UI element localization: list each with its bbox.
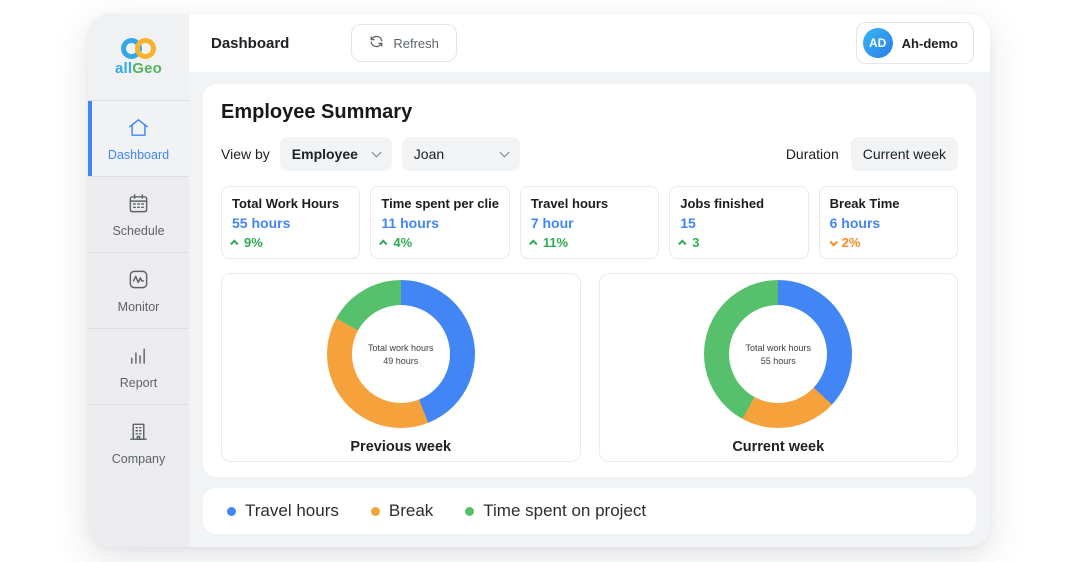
stat-value: 55 hours [232,215,291,231]
sidebar-item-label: Monitor [117,299,160,314]
dashboard-body: Employee Summary View by Employee Joan D… [189,72,990,547]
user-menu[interactable]: AD Ah-demo [855,22,974,64]
legend-label: Break [388,501,434,520]
logo: allGeo [88,14,189,100]
refresh-icon [369,34,384,52]
stat-value: 6 hours [829,215,881,231]
stat-delta: 11% [528,235,648,250]
sidebar-item-monitor[interactable]: Monitor [88,252,189,328]
avatar: AD [862,28,893,58]
legend-item-time-spent-on-project: Time spent on project [465,501,646,521]
legend-dot-orange [370,506,380,516]
chart-caption: Current week [732,439,825,455]
previous-week-chart-card: Total work hours 49 hours Previous week [221,273,581,462]
donut-center-label: Total work hours [745,342,812,353]
section-title: Employee Summary [221,101,413,123]
sidebar-item-company[interactable]: Company [88,404,189,480]
stat-card-travel-hours: Travel hours 7 hour 11% [519,186,660,259]
stat-card-total-work-hours: Total Work Hours 55 hours 9% [221,186,361,259]
sidebar-item-dashboard[interactable]: Dashboard [88,100,189,176]
stat-delta: 9% [230,235,349,250]
legend-label: Time spent on project [483,501,647,520]
employee-value: Joan [413,146,445,162]
chevron-down-icon [371,147,382,157]
previous-week-donut-chart: Total work hours 49 hours [326,280,475,428]
stat-card-break-time: Break Time 6 hours 2% [818,186,959,259]
app-window: allGeo Dashboard Schedule Monitor Report [88,14,990,547]
sidebar-item-label: Dashboard [107,147,170,162]
stat-delta: 2% [829,235,947,250]
trend-down-icon [829,237,838,247]
sidebar-item-label: Schedule [112,223,165,238]
legend-item-break: Break [370,501,434,521]
sidebar-filler [88,480,189,547]
legend-label: Travel hours [245,501,339,520]
calendar-icon [127,192,150,218]
stat-title: Break Time [829,196,900,211]
content-area: Dashboard Refresh AD Ah-demo Employee Su… [189,14,990,547]
stat-title: Travel hours [530,196,609,211]
sidebar: allGeo Dashboard Schedule Monitor Report [88,14,189,547]
legend-dot-blue [227,506,236,516]
sidebar-item-label: Company [111,451,166,466]
donut-center-value: 49 hours [383,355,419,366]
donut-center-label: Total work hours [367,342,434,353]
stat-title: Time spent per client [381,196,499,211]
trend-up-icon [528,238,538,248]
legend-item-travel-hours: Travel hours [227,501,339,521]
top-header: Dashboard Refresh AD Ah-demo [189,14,990,72]
employee-select[interactable]: Joan [401,137,520,171]
chart-legend: Travel hours Break Time spent on project [203,488,976,534]
trend-up-icon [379,238,388,248]
sidebar-item-report[interactable]: Report [88,328,189,404]
duration-select[interactable]: Current week [850,137,958,171]
sidebar-item-schedule[interactable]: Schedule [88,176,189,252]
filter-row: View by Employee Joan Duration Current w… [221,137,958,171]
view-by-select[interactable]: Employee [279,137,392,171]
duration-label: Duration [785,146,839,162]
current-week-chart-card: Total work hours 55 hours Current week [598,273,958,462]
allgeo-logo-icon [121,37,156,59]
stats-row: Total Work Hours 55 hours 9% Time spent … [221,186,959,259]
pulse-monitor-icon [127,268,150,294]
user-name: Ah-demo [901,35,958,51]
view-by-value: Employee [291,146,358,162]
stat-card-jobs-finished: Jobs finished 15 3 [669,186,809,259]
home-icon [127,116,150,142]
stat-delta: 3 [678,235,797,250]
refresh-label: Refresh [393,35,439,51]
bar-chart-icon [127,344,150,370]
legend-dot-green [465,506,475,516]
stat-title: Jobs finished [680,196,765,211]
trend-up-icon [678,238,687,248]
employee-summary-card: Employee Summary View by Employee Joan D… [203,84,976,477]
donut-center-value: 55 hours [760,355,796,366]
current-week-donut-chart: Total work hours 55 hours [704,280,853,428]
charts-row: Total work hours 49 hours Previous week … [221,273,958,462]
logo-text: allGeo [114,59,163,77]
donut-center: Total work hours 55 hours [729,305,828,403]
duration-value: Current week [862,146,946,162]
page-title: Dashboard [211,34,290,52]
stat-title: Total Work Hours [232,196,340,211]
sidebar-item-label: Report [119,375,158,390]
chart-caption: Previous week [350,439,452,455]
building-icon [127,420,150,446]
refresh-button[interactable]: Refresh [351,24,457,62]
view-by-label: View by [221,146,270,162]
trend-up-icon [230,238,239,248]
stat-delta: 4% [379,235,498,250]
donut-center: Total work hours 49 hours [351,305,450,403]
stat-value: 11 hours [381,215,439,231]
stat-value: 7 hour [530,215,574,231]
duration-filter: Duration Current week [786,137,958,171]
stat-value: 15 [680,215,696,231]
stat-card-time-per-client: Time spent per client 11 hours 4% [370,186,510,259]
chevron-down-icon [499,147,510,157]
